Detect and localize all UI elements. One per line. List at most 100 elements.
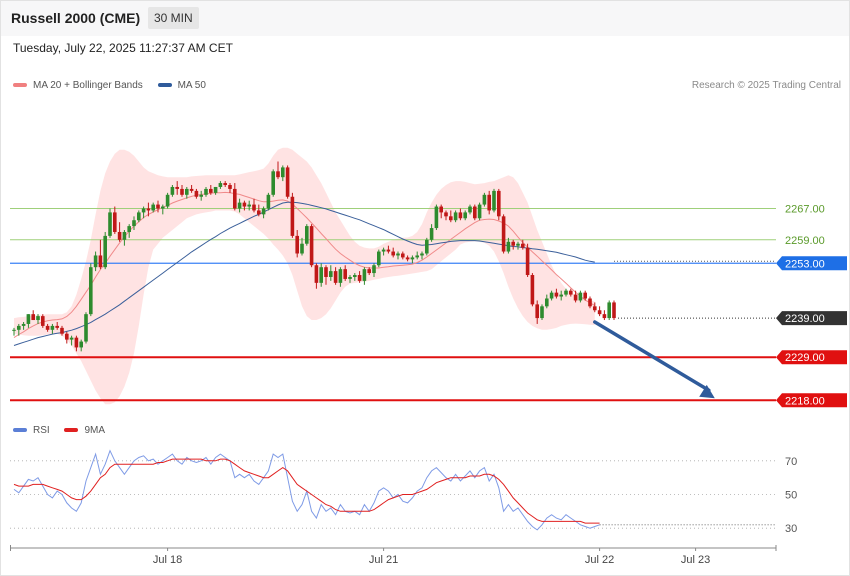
candle-body [415,255,419,258]
candle-body [506,241,511,252]
candle-body [233,188,237,209]
candle-body [405,257,410,260]
candle-body [583,292,587,299]
candle-body [593,306,597,311]
main-legend: MA 20 + Bollinger Bands MA 50 [13,80,218,91]
candle-body [482,194,487,205]
candle-body [98,255,103,268]
candle-body [237,202,242,209]
candle-body [122,231,127,240]
candle-body [501,216,506,252]
candle-body [228,185,232,189]
candle-body [84,314,88,342]
candle-body [309,226,314,266]
candle-body [189,188,194,191]
legend-swatch-ma20 [13,83,27,88]
candle-body [434,206,439,229]
rsi-line [13,449,600,531]
candle-body [554,292,559,297]
candle-body [497,190,501,217]
candle-body [156,204,160,209]
candle-body [300,243,304,254]
candle-body [50,325,55,330]
candle-body [242,202,247,207]
level-label-2: 2253.00 [785,258,825,270]
candle-body [564,290,568,295]
credit-text: Research © 2025 Trading Central [691,80,841,91]
candle-body [31,314,35,321]
x-label-2: Jul 22 [585,554,614,566]
rsi-tick-30: 30 [785,523,797,535]
ma50-line [13,201,595,346]
level-tag-2 [776,256,847,271]
candle-body [209,188,213,193]
candle-body [55,325,59,328]
candle-body [607,302,611,319]
candle-body [285,167,290,197]
candle-body [276,171,280,178]
forecast-arrow-shaft [593,320,711,393]
candle-body [117,231,122,240]
candle-body [463,212,467,219]
candle-body [113,212,117,232]
interval-badge[interactable]: 30 MIN [148,7,199,29]
candle-body [65,333,69,340]
candle-body [329,271,333,277]
candle-body [266,194,271,209]
candle-body [381,249,386,252]
candle-body [492,190,496,211]
candle-body [348,276,352,279]
candle-body [535,304,539,319]
legend-label-ma50: MA 50 [177,80,206,91]
candle-body [559,294,563,297]
instrument-title: Russell 2000 (CME) [11,10,141,26]
candle-body [449,216,453,221]
candle-body [372,265,376,274]
candle-body [401,253,405,258]
candle-body [170,186,175,195]
candle-body [252,204,256,211]
legend-swatch-rsi [13,428,27,433]
candle-body [199,194,203,197]
candle-body [468,206,472,213]
candle-body [453,212,458,221]
level-label-5: 2218.00 [785,395,825,407]
legend-swatch-ma50 [157,83,172,88]
candle-body [247,204,251,207]
legend-item-ma50: MA 50 [157,80,206,91]
header-bar: Russell 2000 (CME) 30 MIN [0,0,850,36]
candle-body [410,257,415,260]
candle-body [175,186,179,189]
candle-body [549,292,554,299]
ma20-line [13,191,596,339]
candle-body [204,188,208,195]
candle-body [261,208,266,215]
candle-body [530,275,535,305]
candle-body [511,241,515,246]
candle-body [60,327,64,334]
level-label-4: 2229.00 [785,352,825,364]
candle-body [151,204,155,211]
candle-body [353,275,357,277]
candle-body [41,316,45,326]
rsi-tick-70: 70 [785,456,797,468]
timestamp: Tuesday, July 22, 2025 11:27:37 AM CET [13,41,233,55]
candle-body [213,186,218,193]
legend-label-9ma: 9MA [84,425,106,436]
candle-body [305,226,309,244]
legend-swatch-9ma [64,428,79,433]
candle-body [180,188,184,195]
candle-body [343,269,347,279]
x-label-3: Jul 23 [681,554,710,566]
candle-body [439,206,443,213]
candle-body [425,239,429,254]
candle-body [338,269,343,283]
legend-item-ma20: MA 20 + Bollinger Bands [13,80,143,91]
candle-body [141,208,146,213]
candle-body [569,290,573,295]
candle-body [377,251,381,266]
rsi-tick-50: 50 [785,490,797,502]
rsi-legend: RSI 9MA [13,425,117,436]
candle-body [45,325,50,330]
candle-body [521,243,525,248]
